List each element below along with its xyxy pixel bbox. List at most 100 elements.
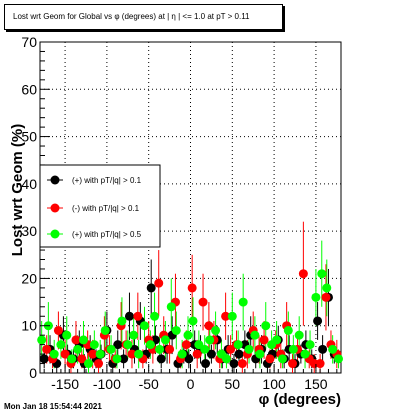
point-s0-14	[119, 354, 129, 364]
point-s2-25	[177, 349, 187, 359]
legend-label-2: (+) with pT/|q| > 0.5	[72, 230, 142, 239]
point-s0-29	[201, 359, 211, 369]
point-s2-45	[288, 344, 298, 354]
point-s2-16	[129, 330, 139, 340]
point-s0-13	[113, 340, 123, 350]
point-s1-25	[181, 340, 191, 350]
x-tick-label-1: -100	[93, 376, 121, 392]
point-s1-27	[192, 349, 202, 359]
point-s1-49	[315, 359, 325, 369]
point-s2-51	[322, 283, 332, 293]
x-tick-label-6: 150	[304, 376, 328, 392]
y-tick-label-5: 50	[21, 129, 37, 145]
point-s0-26	[184, 354, 194, 364]
point-s2-24	[171, 325, 181, 335]
point-s1-3	[60, 349, 70, 359]
point-s2-6	[73, 344, 83, 354]
point-s2-33	[221, 354, 231, 364]
point-s1-32	[221, 311, 231, 321]
point-s2-40	[261, 321, 271, 331]
point-s1-40	[265, 354, 275, 364]
point-s2-17	[134, 349, 144, 359]
point-s2-12	[106, 344, 116, 354]
y-tick-label-7: 70	[21, 34, 37, 50]
point-s1-29	[204, 321, 214, 331]
point-s2-20	[150, 311, 160, 321]
point-s2-3	[56, 340, 66, 350]
point-s2-53	[333, 354, 343, 364]
point-s1-50	[321, 292, 331, 302]
x-tick-label-3: 0	[187, 376, 195, 392]
point-s1-20	[154, 278, 164, 288]
point-s2-19	[145, 340, 155, 350]
point-s2-27	[188, 316, 198, 326]
point-s1-9	[94, 359, 104, 369]
point-s1-35	[237, 359, 247, 369]
legend-marker-1	[50, 203, 60, 213]
point-s0-30	[206, 349, 216, 359]
point-s2-43	[277, 354, 287, 364]
point-s2-44	[283, 325, 293, 335]
point-s0-0	[39, 354, 49, 364]
point-s2-26	[183, 330, 193, 340]
point-s0-21	[156, 354, 166, 364]
point-s0-34	[229, 359, 239, 369]
chart-title: Lost wrt Geom for Global vs φ (degrees) …	[4, 4, 283, 30]
point-s2-13	[112, 354, 122, 364]
point-s1-39	[259, 335, 269, 345]
point-s2-52	[328, 344, 338, 354]
x-tick-label-5: 100	[262, 376, 286, 392]
y-tick-label-1: 10	[21, 318, 37, 334]
point-s1-46	[298, 269, 308, 279]
point-s1-44	[288, 359, 298, 369]
point-s2-15	[123, 340, 133, 350]
point-s2-5	[67, 354, 77, 364]
point-s1-8	[88, 349, 98, 359]
y-axis-label: Lost wrt Geom (%)	[9, 124, 26, 257]
point-s0-50	[318, 344, 328, 354]
point-s0-35	[234, 349, 244, 359]
point-s2-22	[160, 335, 170, 345]
point-s2-7	[78, 335, 88, 345]
point-s2-0	[37, 335, 47, 345]
point-s1-5	[71, 335, 81, 345]
point-s1-16	[133, 311, 143, 321]
point-s2-4	[62, 330, 72, 340]
point-s1-0	[42, 344, 52, 354]
point-s1-6	[77, 354, 87, 364]
point-s2-48	[305, 340, 315, 350]
y-tick-label-3: 30	[21, 223, 37, 239]
point-s2-11	[100, 325, 110, 335]
legend-label-1: (-) with pT/|q| > 0.1	[72, 204, 140, 213]
x-tick-label-4: 50	[225, 376, 241, 392]
point-s2-2	[49, 349, 59, 359]
point-s2-10	[95, 349, 105, 359]
point-s2-23	[166, 302, 176, 312]
point-s1-28	[198, 297, 208, 307]
point-s2-38	[250, 330, 260, 340]
y-tick-label-2: 20	[21, 270, 37, 286]
point-s2-9	[89, 340, 99, 350]
point-s2-35	[233, 340, 243, 350]
point-s2-29	[200, 344, 210, 354]
point-s1-2	[53, 325, 63, 335]
data-points	[37, 269, 343, 369]
point-s2-47	[300, 349, 310, 359]
point-s2-30	[205, 335, 215, 345]
y-tick-label-6: 60	[21, 81, 37, 97]
point-s2-34	[227, 311, 237, 321]
point-s2-8	[83, 359, 93, 369]
point-s2-18	[140, 321, 150, 331]
point-s2-21	[155, 344, 165, 354]
point-s1-15	[127, 349, 137, 359]
legend-marker-2	[50, 229, 60, 239]
point-s2-14	[117, 316, 127, 326]
x-tick-label-2: -50	[139, 376, 159, 392]
point-s1-22	[165, 344, 175, 354]
point-s2-31	[211, 325, 221, 335]
x-axis-label: φ (degrees)	[259, 391, 341, 408]
legend: (+) with pT/|q| > 0.1 (-) with pT/|q| > …	[39, 164, 161, 248]
point-s2-42	[272, 335, 282, 345]
